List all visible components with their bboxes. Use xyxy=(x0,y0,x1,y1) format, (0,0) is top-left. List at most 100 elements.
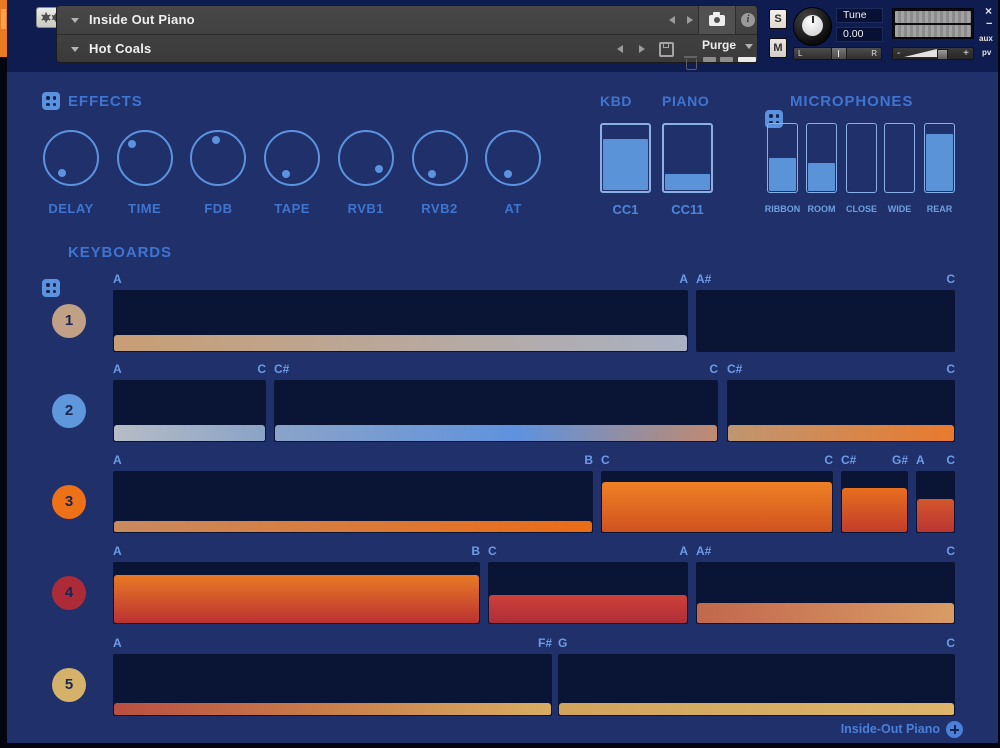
purge-menu[interactable]: Purge xyxy=(702,38,737,52)
key-range-segment[interactable] xyxy=(601,471,833,533)
tune-knob[interactable] xyxy=(793,7,832,46)
key-range-fill xyxy=(697,603,954,623)
fader-cc11[interactable] xyxy=(662,123,713,193)
key-range-fill xyxy=(275,425,717,441)
volume-wedge xyxy=(904,49,937,57)
note-label-start: A xyxy=(916,453,925,467)
row-number-badge-5[interactable]: 5 xyxy=(52,668,86,702)
pan-handle[interactable] xyxy=(831,48,847,59)
snapshot-header-row[interactable]: Hot Coals xyxy=(57,35,757,70)
prev-snapshot-arrow[interactable] xyxy=(617,45,623,53)
knob-indicator-dot xyxy=(374,164,383,173)
instrument-name-panel: Inside Out Piano i Hot Coals Purge xyxy=(56,5,758,70)
key-range-segment[interactable] xyxy=(696,290,955,352)
note-label-end: C xyxy=(946,362,955,376)
keyboards-section-title: KEYBOARDS xyxy=(68,244,172,261)
kbd-title: KBD xyxy=(600,93,633,109)
fader-fill xyxy=(603,139,648,190)
knob-at[interactable] xyxy=(485,130,542,186)
key-range-segment[interactable] xyxy=(113,471,593,533)
instrument-dropdown-caret-icon[interactable] xyxy=(71,18,79,23)
key-range-segment[interactable] xyxy=(113,654,552,716)
snapshot-dropdown-caret-icon[interactable] xyxy=(71,47,79,52)
snapshot-view-tab[interactable] xyxy=(698,6,736,34)
instrument-title[interactable]: Inside Out Piano xyxy=(89,12,195,27)
delete-snapshot-icon[interactable] xyxy=(684,56,697,70)
fader-close[interactable] xyxy=(846,123,877,193)
next-instrument-arrow[interactable] xyxy=(687,16,693,24)
knob-label: RVB1 xyxy=(347,201,385,216)
knob-fdb[interactable] xyxy=(190,130,247,186)
key-range-segment[interactable] xyxy=(558,654,955,716)
pv-button[interactable]: pv xyxy=(982,48,992,57)
prev-instrument-arrow[interactable] xyxy=(669,16,675,24)
key-range-segment[interactable] xyxy=(841,471,908,533)
knob-indicator-dot xyxy=(504,170,513,179)
note-label-start: A# xyxy=(696,544,712,558)
note-label-end: A xyxy=(679,544,688,558)
volume-plus[interactable]: + xyxy=(963,48,969,59)
key-range-segment[interactable] xyxy=(696,562,955,624)
key-range-fill xyxy=(114,575,479,623)
fader-cc1[interactable] xyxy=(600,123,651,193)
fader-ribbon[interactable] xyxy=(767,123,798,193)
close-icon[interactable]: × xyxy=(985,4,993,18)
key-range-segment[interactable] xyxy=(113,380,266,442)
info-button[interactable]: i xyxy=(741,13,755,27)
note-label-end: C xyxy=(946,636,955,650)
row-number-badge-4[interactable]: 4 xyxy=(52,576,86,610)
tune-value[interactable]: 0.00 xyxy=(836,27,883,42)
note-label-start: C# xyxy=(727,362,743,376)
fader-room[interactable] xyxy=(806,123,837,193)
knob-time[interactable] xyxy=(116,130,173,186)
knob-label: DELAY xyxy=(48,201,94,216)
minimize-icon[interactable]: − xyxy=(986,18,993,30)
key-range-segment[interactable] xyxy=(274,380,718,442)
knob-indicator-dot xyxy=(428,169,437,178)
key-range-segment[interactable] xyxy=(113,290,688,352)
fader-fill xyxy=(926,134,953,191)
key-range-segment[interactable] xyxy=(113,562,480,624)
fader-wide[interactable] xyxy=(884,123,915,193)
aux-button[interactable]: aux xyxy=(979,34,993,43)
note-label-start: A xyxy=(113,272,122,286)
sidebar-stripe-highlight xyxy=(1,9,6,29)
knob-delay[interactable] xyxy=(43,130,99,186)
row-number-badge-3[interactable]: 3 xyxy=(52,485,86,519)
level-meters xyxy=(892,8,974,39)
row-number-badge-1[interactable]: 1 xyxy=(52,304,86,338)
snapshot-title[interactable]: Hot Coals xyxy=(89,41,152,56)
volume-handle[interactable] xyxy=(937,49,948,60)
key-range-fill xyxy=(602,482,832,532)
solo-button[interactable]: S xyxy=(769,9,787,29)
knob-indicator-dot xyxy=(282,170,291,179)
volume-slider[interactable]: - + xyxy=(892,47,974,60)
instrument-header-row[interactable]: Inside Out Piano i xyxy=(57,6,757,35)
library-settings-icon[interactable] xyxy=(946,721,963,738)
key-range-fill xyxy=(489,595,687,623)
knob-tape[interactable] xyxy=(264,130,321,186)
pan-slider[interactable]: L R xyxy=(793,47,882,60)
piano-title: PIANO xyxy=(662,93,710,109)
next-snapshot-arrow[interactable] xyxy=(639,45,645,53)
key-range-segment[interactable] xyxy=(916,471,955,533)
note-label-end: C xyxy=(257,362,266,376)
key-range-segment[interactable] xyxy=(727,380,955,442)
note-label-end: C xyxy=(946,453,955,467)
knob-rvb2[interactable] xyxy=(411,130,468,186)
knob-rvb1[interactable] xyxy=(337,130,394,186)
save-snapshot-icon[interactable] xyxy=(659,42,674,57)
fader-fill xyxy=(665,174,710,190)
mute-button[interactable]: M xyxy=(769,38,787,58)
effects-section-title: EFFECTS xyxy=(68,93,143,110)
row-number-badge-2[interactable]: 2 xyxy=(52,394,86,428)
fader-label-cc1: CC1 xyxy=(612,202,639,217)
purge-caret-icon[interactable] xyxy=(745,44,753,49)
keyboards-section-icon xyxy=(42,279,60,297)
volume-minus[interactable]: - xyxy=(897,48,901,59)
key-range-segment[interactable] xyxy=(488,562,688,624)
knob-indicator-dot xyxy=(128,140,137,149)
note-label-end: G# xyxy=(891,453,908,467)
sidebar-orange-stripe[interactable] xyxy=(0,0,7,57)
fader-rear[interactable] xyxy=(924,123,955,193)
